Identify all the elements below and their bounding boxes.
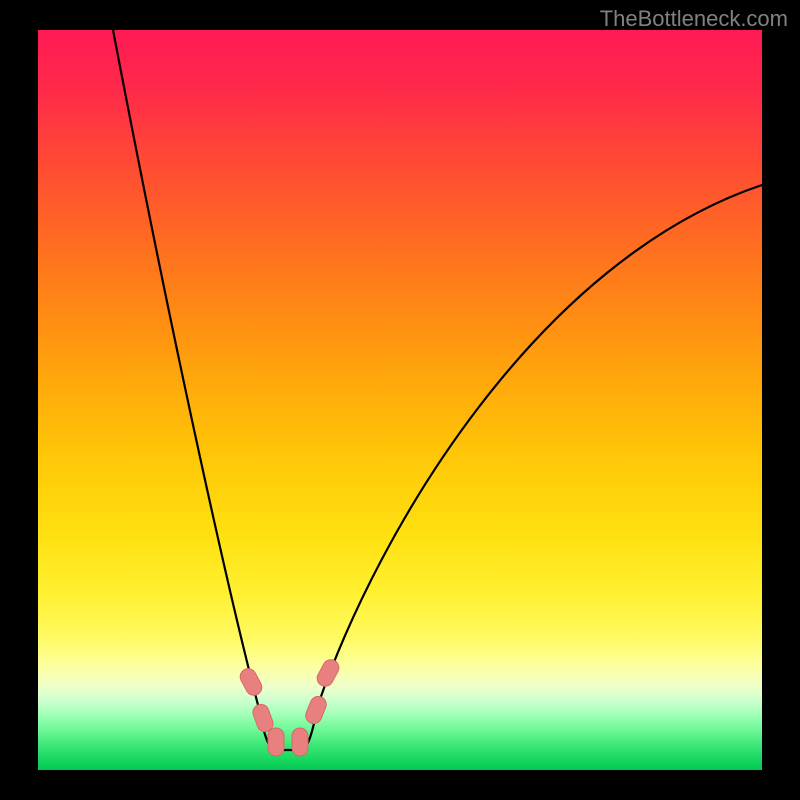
chart-svg [38, 30, 762, 770]
gradient-background [38, 30, 762, 770]
plot-area [38, 30, 762, 770]
watermark-text: TheBottleneck.com [600, 6, 788, 32]
trough-marker [292, 728, 308, 756]
chart-container: TheBottleneck.com [0, 0, 800, 800]
trough-marker [268, 728, 284, 756]
